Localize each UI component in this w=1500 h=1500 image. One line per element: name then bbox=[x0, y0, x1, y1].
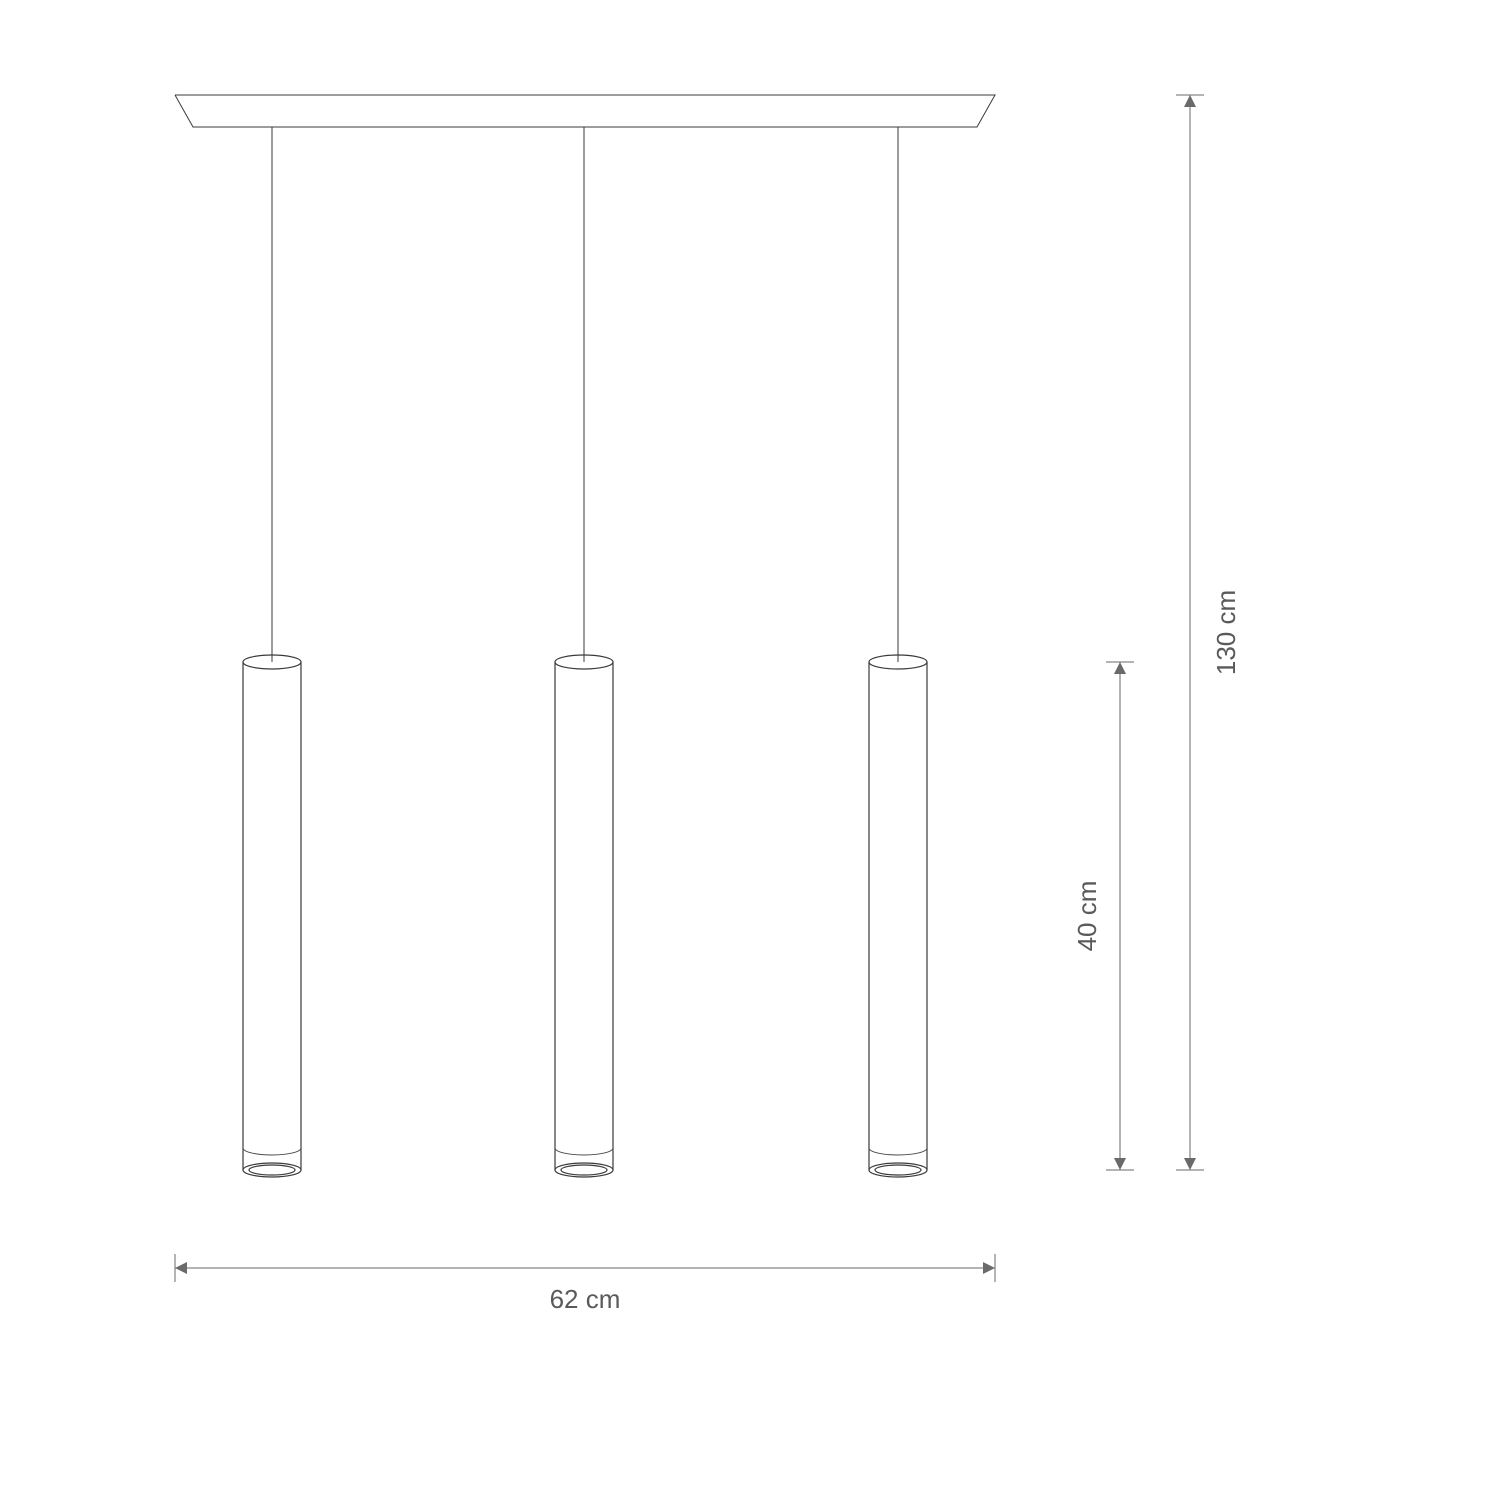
pendant-lamp-drawing: 62 cm 130 cm 40 cm bbox=[0, 0, 1500, 1500]
pendant bbox=[869, 127, 927, 1177]
dimension-tube-height bbox=[1106, 662, 1134, 1170]
pendant bbox=[555, 127, 613, 1177]
ceiling-canopy bbox=[175, 95, 995, 127]
dimension-width bbox=[175, 1254, 995, 1282]
pendant bbox=[243, 127, 301, 1177]
dimension-total-label: 130 cm bbox=[1211, 590, 1241, 675]
dimension-width-label: 62 cm bbox=[550, 1284, 621, 1314]
pendant-group bbox=[243, 127, 927, 1177]
dimension-total-height bbox=[1176, 95, 1204, 1170]
dimension-tube-label: 40 cm bbox=[1072, 881, 1102, 952]
